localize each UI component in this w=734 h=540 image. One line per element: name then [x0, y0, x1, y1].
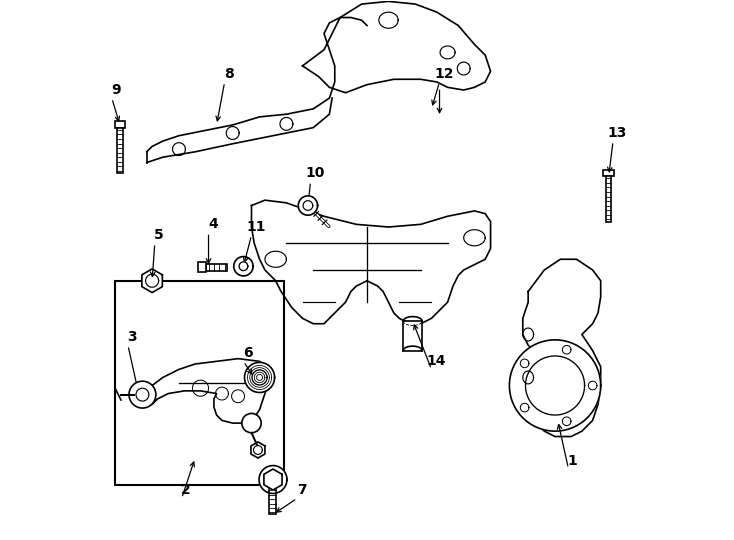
Polygon shape — [234, 256, 253, 276]
Text: 3: 3 — [128, 330, 137, 344]
Circle shape — [241, 414, 261, 433]
Text: 5: 5 — [154, 228, 164, 242]
Text: 14: 14 — [426, 354, 446, 368]
Polygon shape — [298, 196, 318, 215]
Polygon shape — [150, 359, 270, 423]
Polygon shape — [239, 262, 248, 271]
Bar — [269, 480, 277, 515]
Bar — [603, 170, 614, 176]
Bar — [206, 264, 228, 271]
Text: 2: 2 — [181, 483, 191, 497]
Polygon shape — [302, 2, 490, 93]
Polygon shape — [252, 370, 267, 385]
Polygon shape — [509, 340, 600, 431]
Polygon shape — [251, 442, 265, 458]
Text: 4: 4 — [208, 217, 218, 231]
Text: 12: 12 — [434, 67, 454, 81]
Polygon shape — [142, 269, 162, 293]
Text: 8: 8 — [224, 67, 234, 81]
Bar — [115, 281, 284, 485]
Bar — [198, 262, 206, 273]
Bar — [606, 176, 611, 221]
Text: 9: 9 — [112, 83, 121, 97]
Text: 7: 7 — [297, 483, 306, 497]
Text: 10: 10 — [305, 166, 324, 180]
Bar — [115, 121, 126, 127]
Polygon shape — [523, 259, 600, 436]
Text: 1: 1 — [568, 454, 578, 468]
Polygon shape — [244, 362, 275, 393]
Bar — [117, 127, 123, 173]
Circle shape — [129, 381, 156, 408]
Text: 6: 6 — [243, 346, 252, 360]
Text: 13: 13 — [608, 126, 627, 140]
Bar — [403, 321, 422, 350]
Polygon shape — [259, 465, 287, 494]
Polygon shape — [264, 469, 282, 490]
Polygon shape — [526, 356, 584, 415]
Text: 11: 11 — [246, 220, 266, 234]
